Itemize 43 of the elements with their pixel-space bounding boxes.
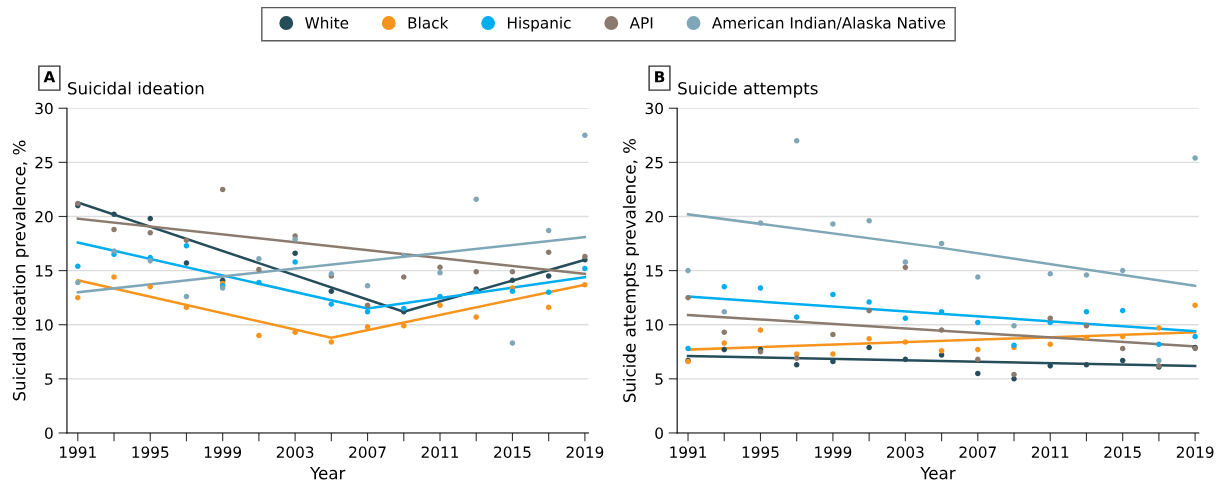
x-tick-label: 2003 (276, 446, 314, 458)
y-axis-title: Suicide attempts prevalence, % (622, 138, 639, 403)
y-tick-label: 10 (35, 319, 53, 331)
x-tick-label: 1999 (815, 446, 852, 458)
legend-label: Black (408, 16, 449, 29)
chart-title: Suicide attempts (678, 81, 818, 98)
x-tick-label: 2011 (1031, 446, 1069, 458)
y-tick-label: 5 (655, 373, 663, 385)
x-tick-label: 2007 (349, 446, 386, 458)
y-tick-label: 20 (35, 210, 53, 223)
x-axis-title: Year (920, 467, 956, 480)
x-tick-label: 1991 (670, 446, 707, 458)
y-tick-label: 30 (645, 102, 663, 115)
y-axis-title: Suicidal ideation prevalence, % (12, 140, 29, 401)
y-tick-label: 5 (45, 373, 53, 385)
x-tick-label: 1995 (742, 446, 779, 458)
y-tick-label: 15 (646, 265, 663, 277)
x-tick-label: 2015 (1104, 446, 1141, 458)
text: A (43, 71, 56, 83)
legend-label: American Indian/Alaska Native (711, 16, 946, 30)
x-tick-label: 2019 (1176, 446, 1214, 458)
y-tick-label: 10 (646, 319, 663, 331)
y-tick-label: 25 (35, 156, 53, 169)
x-tick-label: 1991 (60, 446, 96, 458)
y-tick-label: 0 (655, 427, 663, 439)
x-tick-label: 2011 (421, 446, 459, 458)
x-tick-label: 2015 (494, 446, 531, 458)
x-axis-title: Year (310, 467, 346, 480)
y-tick-label: 15 (35, 265, 53, 277)
x-tick-label: 1999 (204, 446, 242, 458)
x-tick-label: 2003 (887, 446, 924, 458)
chart-title: Suicidal ideation (68, 81, 204, 95)
text: B (655, 71, 665, 83)
x-tick-label: 2019 (566, 446, 604, 458)
y-tick-label: 20 (645, 210, 663, 223)
legend-label: Hispanic (507, 16, 571, 32)
x-tick-label: 2007 (959, 446, 996, 458)
legend-label: White (305, 16, 349, 29)
y-tick-label: 0 (45, 427, 53, 439)
y-tick-label: 30 (35, 102, 53, 115)
x-tick-label: 1995 (132, 446, 169, 458)
legend-label: API (629, 17, 653, 29)
y-tick-label: 25 (645, 156, 663, 169)
